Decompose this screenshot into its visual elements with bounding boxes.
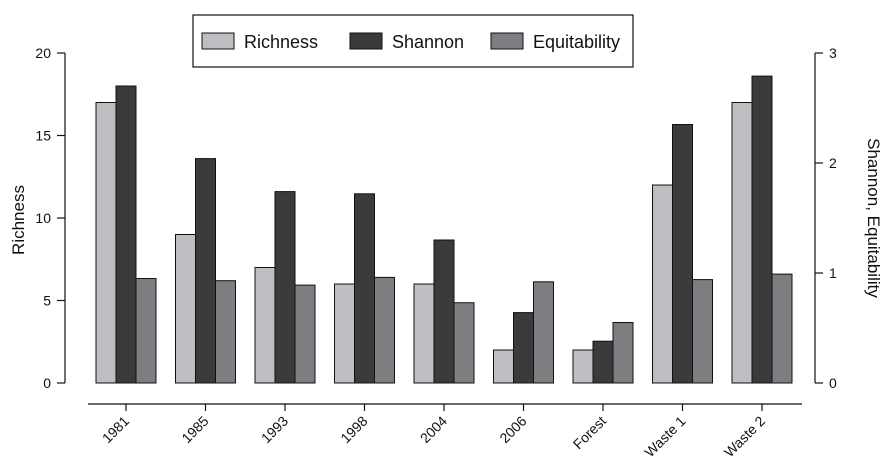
y-tick-left-label: 5 (43, 293, 51, 309)
bar-shannon-2006 (513, 312, 534, 384)
bar-shannon-1993 (274, 191, 296, 384)
bar-richness-waste-1 (652, 184, 673, 384)
bar-equitability-1998 (374, 276, 395, 384)
bar-shannon-2004 (433, 239, 455, 384)
bar-richness-2006 (493, 349, 514, 384)
legend-swatch-shannon (349, 32, 383, 50)
x-tick-label: 1985 (178, 413, 211, 446)
y-tick-left-label: 0 (43, 375, 51, 391)
legend: Richness Shannon Equitability (192, 14, 634, 68)
x-tick-label: 1981 (99, 413, 132, 446)
x-tick-label: 1998 (337, 413, 370, 446)
bar-richness-forest (572, 349, 594, 384)
x-tick-label: 2004 (417, 413, 450, 446)
y-tick-right-label: 2 (829, 155, 837, 171)
bar-shannon-1998 (354, 193, 375, 384)
bar-shannon-waste-2 (751, 75, 773, 384)
bars (95, 75, 793, 384)
x-tick-label: 2006 (496, 413, 529, 446)
legend-swatch-equitability (490, 32, 524, 50)
legend-swatch-richness (201, 32, 235, 50)
x-tick-label: Waste 2 (721, 413, 768, 460)
bar-equitability-2004 (453, 302, 475, 384)
legend-label-richness: Richness (244, 32, 318, 52)
legend-label-equitability: Equitability (533, 32, 620, 52)
bar-equitability-waste-1 (692, 279, 713, 384)
y-axis-right-title: Shannon, Equitability (864, 138, 883, 298)
x-tick-label: Waste 1 (641, 413, 688, 460)
legend-box (192, 14, 634, 68)
bar-richness-1985 (175, 234, 196, 384)
x-tick-label: 1993 (258, 413, 291, 446)
bar-equitability-1985 (215, 280, 236, 384)
y-tick-right-label: 3 (829, 45, 837, 61)
bar-equitability-forest (612, 322, 634, 384)
y-tick-right-label: 0 (829, 375, 837, 391)
bar-equitability-1981 (135, 278, 157, 384)
bar-richness-1981 (95, 102, 117, 384)
y-tick-left-label: 10 (35, 210, 51, 226)
bar-shannon-1981 (115, 85, 137, 384)
y-tick-left-label: 20 (35, 45, 51, 61)
x-tick-label: Forest (570, 413, 609, 452)
bar-equitability-2006 (533, 281, 554, 384)
bar-equitability-waste-2 (771, 273, 793, 384)
bar-shannon-1985 (195, 158, 216, 384)
bar-richness-1993 (254, 267, 276, 384)
y-tick-left-label: 15 (35, 128, 51, 144)
bar-richness-waste-2 (731, 102, 753, 384)
y-axis-left-title: Richness (9, 185, 28, 255)
bar-equitability-1993 (294, 284, 316, 384)
bar-shannon-waste-1 (672, 124, 693, 384)
bar-richness-1998 (334, 283, 355, 384)
y-tick-right-label: 1 (829, 265, 837, 281)
bar-shannon-forest (592, 340, 614, 384)
bar-richness-2004 (413, 283, 435, 384)
legend-label-shannon: Shannon (392, 32, 464, 52)
